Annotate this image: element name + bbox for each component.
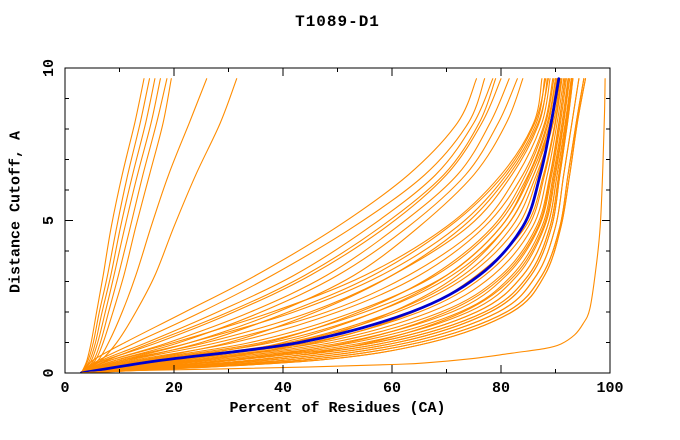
model-curve bbox=[80, 78, 559, 373]
model-curve bbox=[80, 78, 565, 373]
x-tick-label: 100 bbox=[596, 380, 623, 397]
model-curve bbox=[80, 78, 156, 373]
y-tick-label: 10 bbox=[41, 59, 58, 77]
y-tick-label: 0 bbox=[41, 368, 58, 377]
model-curve bbox=[80, 78, 561, 373]
model-curve bbox=[80, 78, 573, 373]
model-curve bbox=[80, 78, 546, 373]
model-curve bbox=[80, 78, 494, 373]
model-curve bbox=[80, 78, 168, 373]
model-curve bbox=[80, 78, 161, 373]
x-tick-label: 40 bbox=[274, 380, 292, 397]
x-tick-label: 0 bbox=[60, 380, 69, 397]
model-curve bbox=[80, 78, 562, 373]
x-axis-title: Percent of Residues (CA) bbox=[229, 400, 446, 417]
model-curve bbox=[80, 78, 570, 373]
model-curve bbox=[80, 78, 547, 373]
model-curve bbox=[80, 78, 587, 373]
model-curve bbox=[80, 78, 151, 373]
model-curve bbox=[80, 78, 566, 373]
model-curve bbox=[80, 78, 486, 373]
model-curve bbox=[80, 78, 518, 373]
x-tick-label: 20 bbox=[165, 380, 183, 397]
y-tick-label: 5 bbox=[41, 216, 58, 225]
model-curve bbox=[80, 78, 208, 373]
best-model-curve bbox=[80, 78, 606, 373]
median-curve bbox=[79, 77, 561, 373]
model-curve bbox=[80, 78, 554, 373]
model-curve bbox=[80, 78, 566, 373]
x-tick-label: 60 bbox=[383, 380, 401, 397]
x-tick-label: 80 bbox=[492, 380, 510, 397]
model-curve bbox=[80, 78, 580, 373]
plot-title: T1089-D1 bbox=[295, 13, 380, 31]
model-curve bbox=[80, 78, 558, 373]
model-curve bbox=[80, 78, 569, 373]
model-curve bbox=[80, 78, 497, 373]
model-curve bbox=[80, 78, 524, 373]
plot-frame bbox=[64, 67, 611, 374]
model-curve bbox=[80, 78, 145, 373]
model-curve bbox=[80, 78, 172, 373]
model-curve bbox=[80, 78, 574, 373]
model-curve bbox=[80, 78, 543, 373]
model-curve bbox=[80, 78, 478, 373]
model-curve bbox=[80, 78, 571, 373]
model-curve bbox=[80, 78, 551, 373]
model-curve bbox=[80, 78, 557, 373]
model-curve bbox=[80, 78, 549, 373]
model-curve bbox=[80, 78, 585, 373]
model-curve bbox=[80, 78, 502, 373]
model-curve bbox=[80, 78, 572, 373]
y-axis-title: Distance Cutoff, A bbox=[7, 130, 25, 294]
model-curve bbox=[80, 78, 567, 373]
